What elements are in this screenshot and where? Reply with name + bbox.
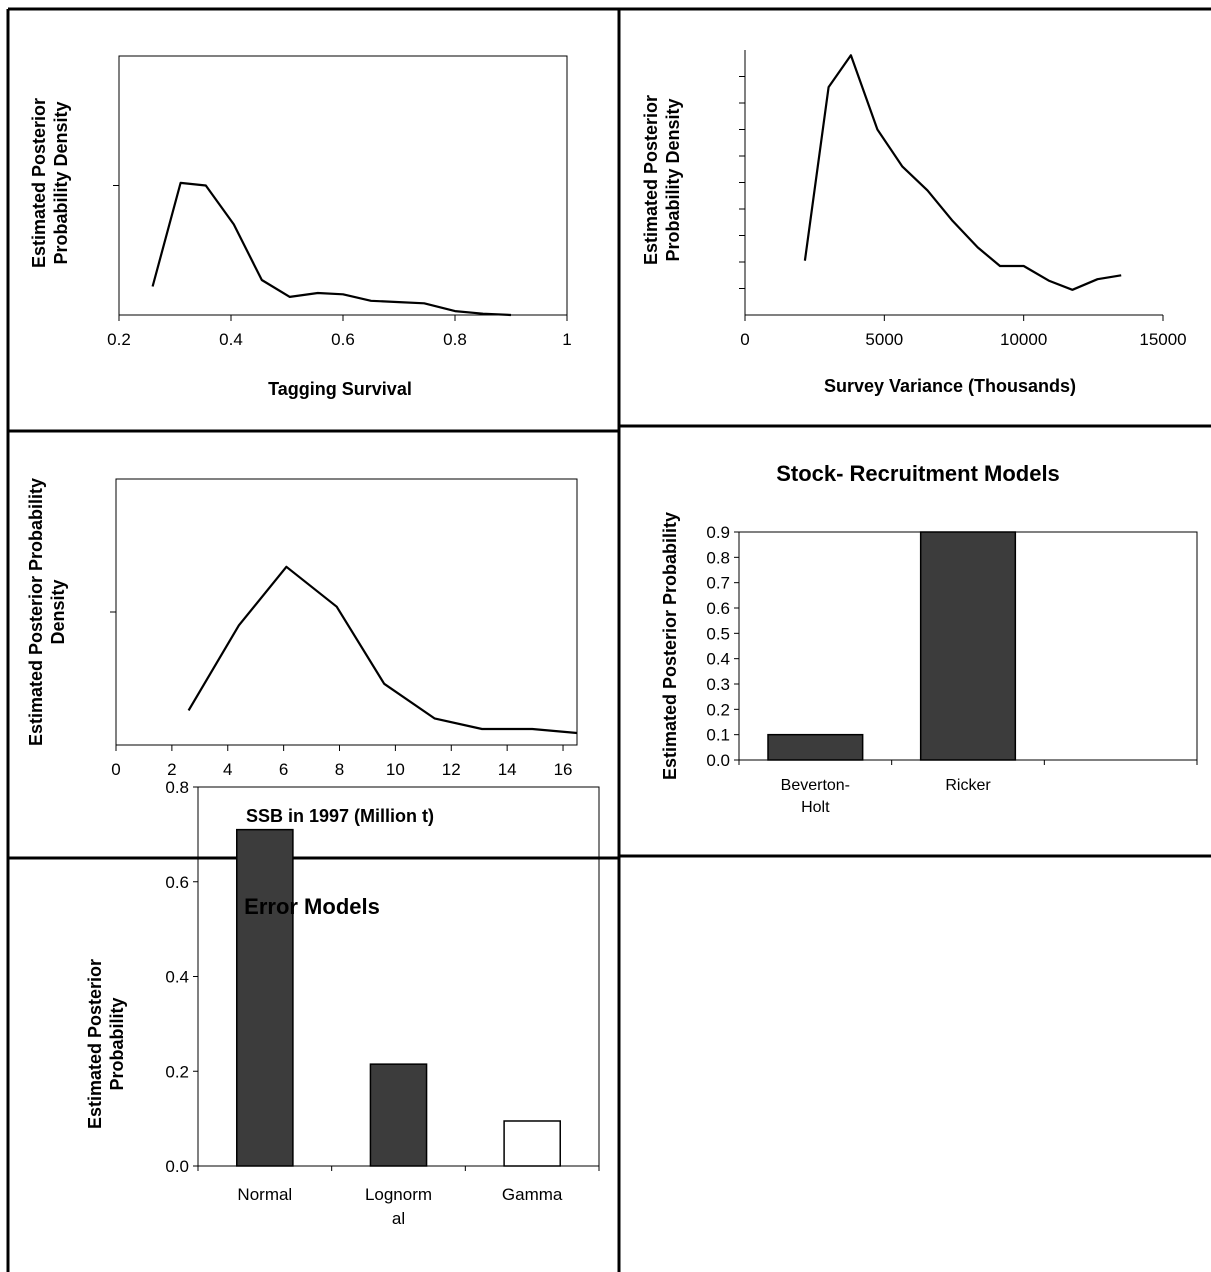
tagging-survival-x-tick-label: 0.2 [107,330,131,349]
error-models-y-tick-label: 0.4 [165,968,189,987]
error-models-category-label: Gamma [502,1185,563,1204]
chart-panel-stock-recruitment: 0.0 0.1 0.2 0.3 0.4 0.5 0.6 0.7 0.8 0.9 Beverton-H… [660,461,1198,816]
ssb-1997-x-tick-label: 16 [554,760,573,779]
stock-recruitment-y-tick-label: 0.0 [706,751,730,770]
ssb-1997-x-tick-label: 6 [279,760,288,779]
survey-variance-series-line [803,54,1122,291]
stock-recruitment-y-tick-label: 0.6 [706,599,730,618]
stock-recruitment-y-tick-label: 0.2 [706,700,730,719]
ssb-1997-x-tick-label: 14 [498,760,517,779]
stock-recruitment-bar [767,733,864,761]
error-models-y-tick-label: 0.8 [165,778,189,797]
error-models-bar [503,1120,561,1167]
ssb-1997-series-line [187,565,578,735]
ssb-1997-chart: 0 2 4 6 8 10 12 14 16 SSB in 1997 (Million t) Esti… [26,478,578,826]
ssb-1997-x-tick-label: 10 [386,760,405,779]
stock-recruitment-y-tick-label: 0.9 [706,523,730,542]
ssb-1997-x-tick-label: 0 [111,760,120,779]
survey-variance-x-tick-label: 15000 [1139,330,1186,349]
error-models-y-axis-title: Estimated Posterior Probability [85,959,127,1129]
chart-panel-survey-variance: 0 5000 10000 15000 Survey Variance (Thousand… [0,0,1211,431]
survey-variance-x-tick-label: 5000 [865,330,903,349]
tagging-survival-x-tick-label: 0.4 [219,330,243,349]
error-models-bar [369,1063,428,1167]
stock-recruitment-y-tick-label: 0.5 [706,624,730,643]
error-models-category-label: Normal [237,1185,292,1204]
stock-recruitment-title: Stock- Recruitment Models [776,461,1060,486]
stock-recruitment-y-tick-label: 0.1 [706,726,730,745]
survey-variance-y-axis-title: Estimated Posterior Probability Density [641,95,683,265]
ssb-1997-x-tick-label: 4 [223,760,232,779]
stock-recruitment-y-tick-label: 0.7 [706,574,730,593]
error-models-category-label: Lognorm al [365,1185,432,1228]
survey-variance-x-tick-label: 0 [740,330,749,349]
stock-recruitment-y-axis-title: Estimated Posterior Probability [660,512,680,780]
error-models-y-tick-label: 0.0 [165,1157,189,1176]
tagging-survival-x-tick-label: 0.8 [443,330,467,349]
ssb-1997-x-tick-label: 12 [442,760,461,779]
tagging-survival-x-axis-title: Tagging Survival [268,379,412,399]
error-models-y-tick-label: 0.2 [165,1062,189,1081]
stock-recruitment-category-label: Beverton-Holt [781,777,850,816]
stock-recruitment-y-tick-label: 0.3 [706,675,730,694]
tagging-survival-chart: 0.2 0.4 0.6 0.8 1 Tagging Survival Estimated P… [29,55,572,399]
survey-variance-x-tick-label: 10000 [1000,330,1047,349]
error-models-chart: 0.0 0.2 0.4 0.6 0.8 Normal Lognorm al Gamma Error… [85,778,600,1228]
stock-recruitment-y-tick-label: 0.8 [706,548,730,567]
tagging-survival-y-axis-title: Estimated Posterior Probability Density [29,98,71,268]
ssb-1997-y-axis-title: Estimated Posterior Probability Density [26,478,68,746]
ssb-1997-x-tick-label: 2 [167,760,176,779]
error-models-title: Error Models [244,894,380,919]
survey-variance-chart: 0 5000 10000 15000 Survey Variance (Thousand… [641,50,1187,396]
stock-recruitment-y-tick-label: 0.4 [706,650,730,669]
chart-panel-tagging-survival: 0.2 0.4 0.6 0.8 1 Tagging Survival Estimated P… [0,0,619,431]
tagging-survival-x-tick-label: 0.6 [331,330,355,349]
stock-recruitment-category-label: Ricker [945,777,991,794]
stock-recruitment-chart: 0.0 0.1 0.2 0.3 0.4 0.5 0.6 0.7 0.8 0.9 Beverton-H… [660,461,1198,816]
error-models-y-tick-label: 0.6 [165,873,189,892]
tagging-survival-series-line [151,181,512,317]
stock-recruitment-bar [919,531,1017,761]
ssb-1997-x-tick-label: 8 [335,760,344,779]
ssb-1997-x-axis-title: SSB in 1997 (Million t) [246,806,434,826]
chart-panel-error-models: 0.0 0.2 0.4 0.6 0.8 Normal Lognorm al Gamma Error… [85,778,600,1228]
tagging-survival-x-tick-label: 1 [562,330,571,349]
error-models-bar [236,828,294,1167]
chart-panel-ssb-1997: 0 2 4 6 8 10 12 14 16 SSB in 1997 (Million t) Esti… [0,0,619,860]
survey-variance-x-axis-title: Survey Variance (Thousands) [824,376,1076,396]
